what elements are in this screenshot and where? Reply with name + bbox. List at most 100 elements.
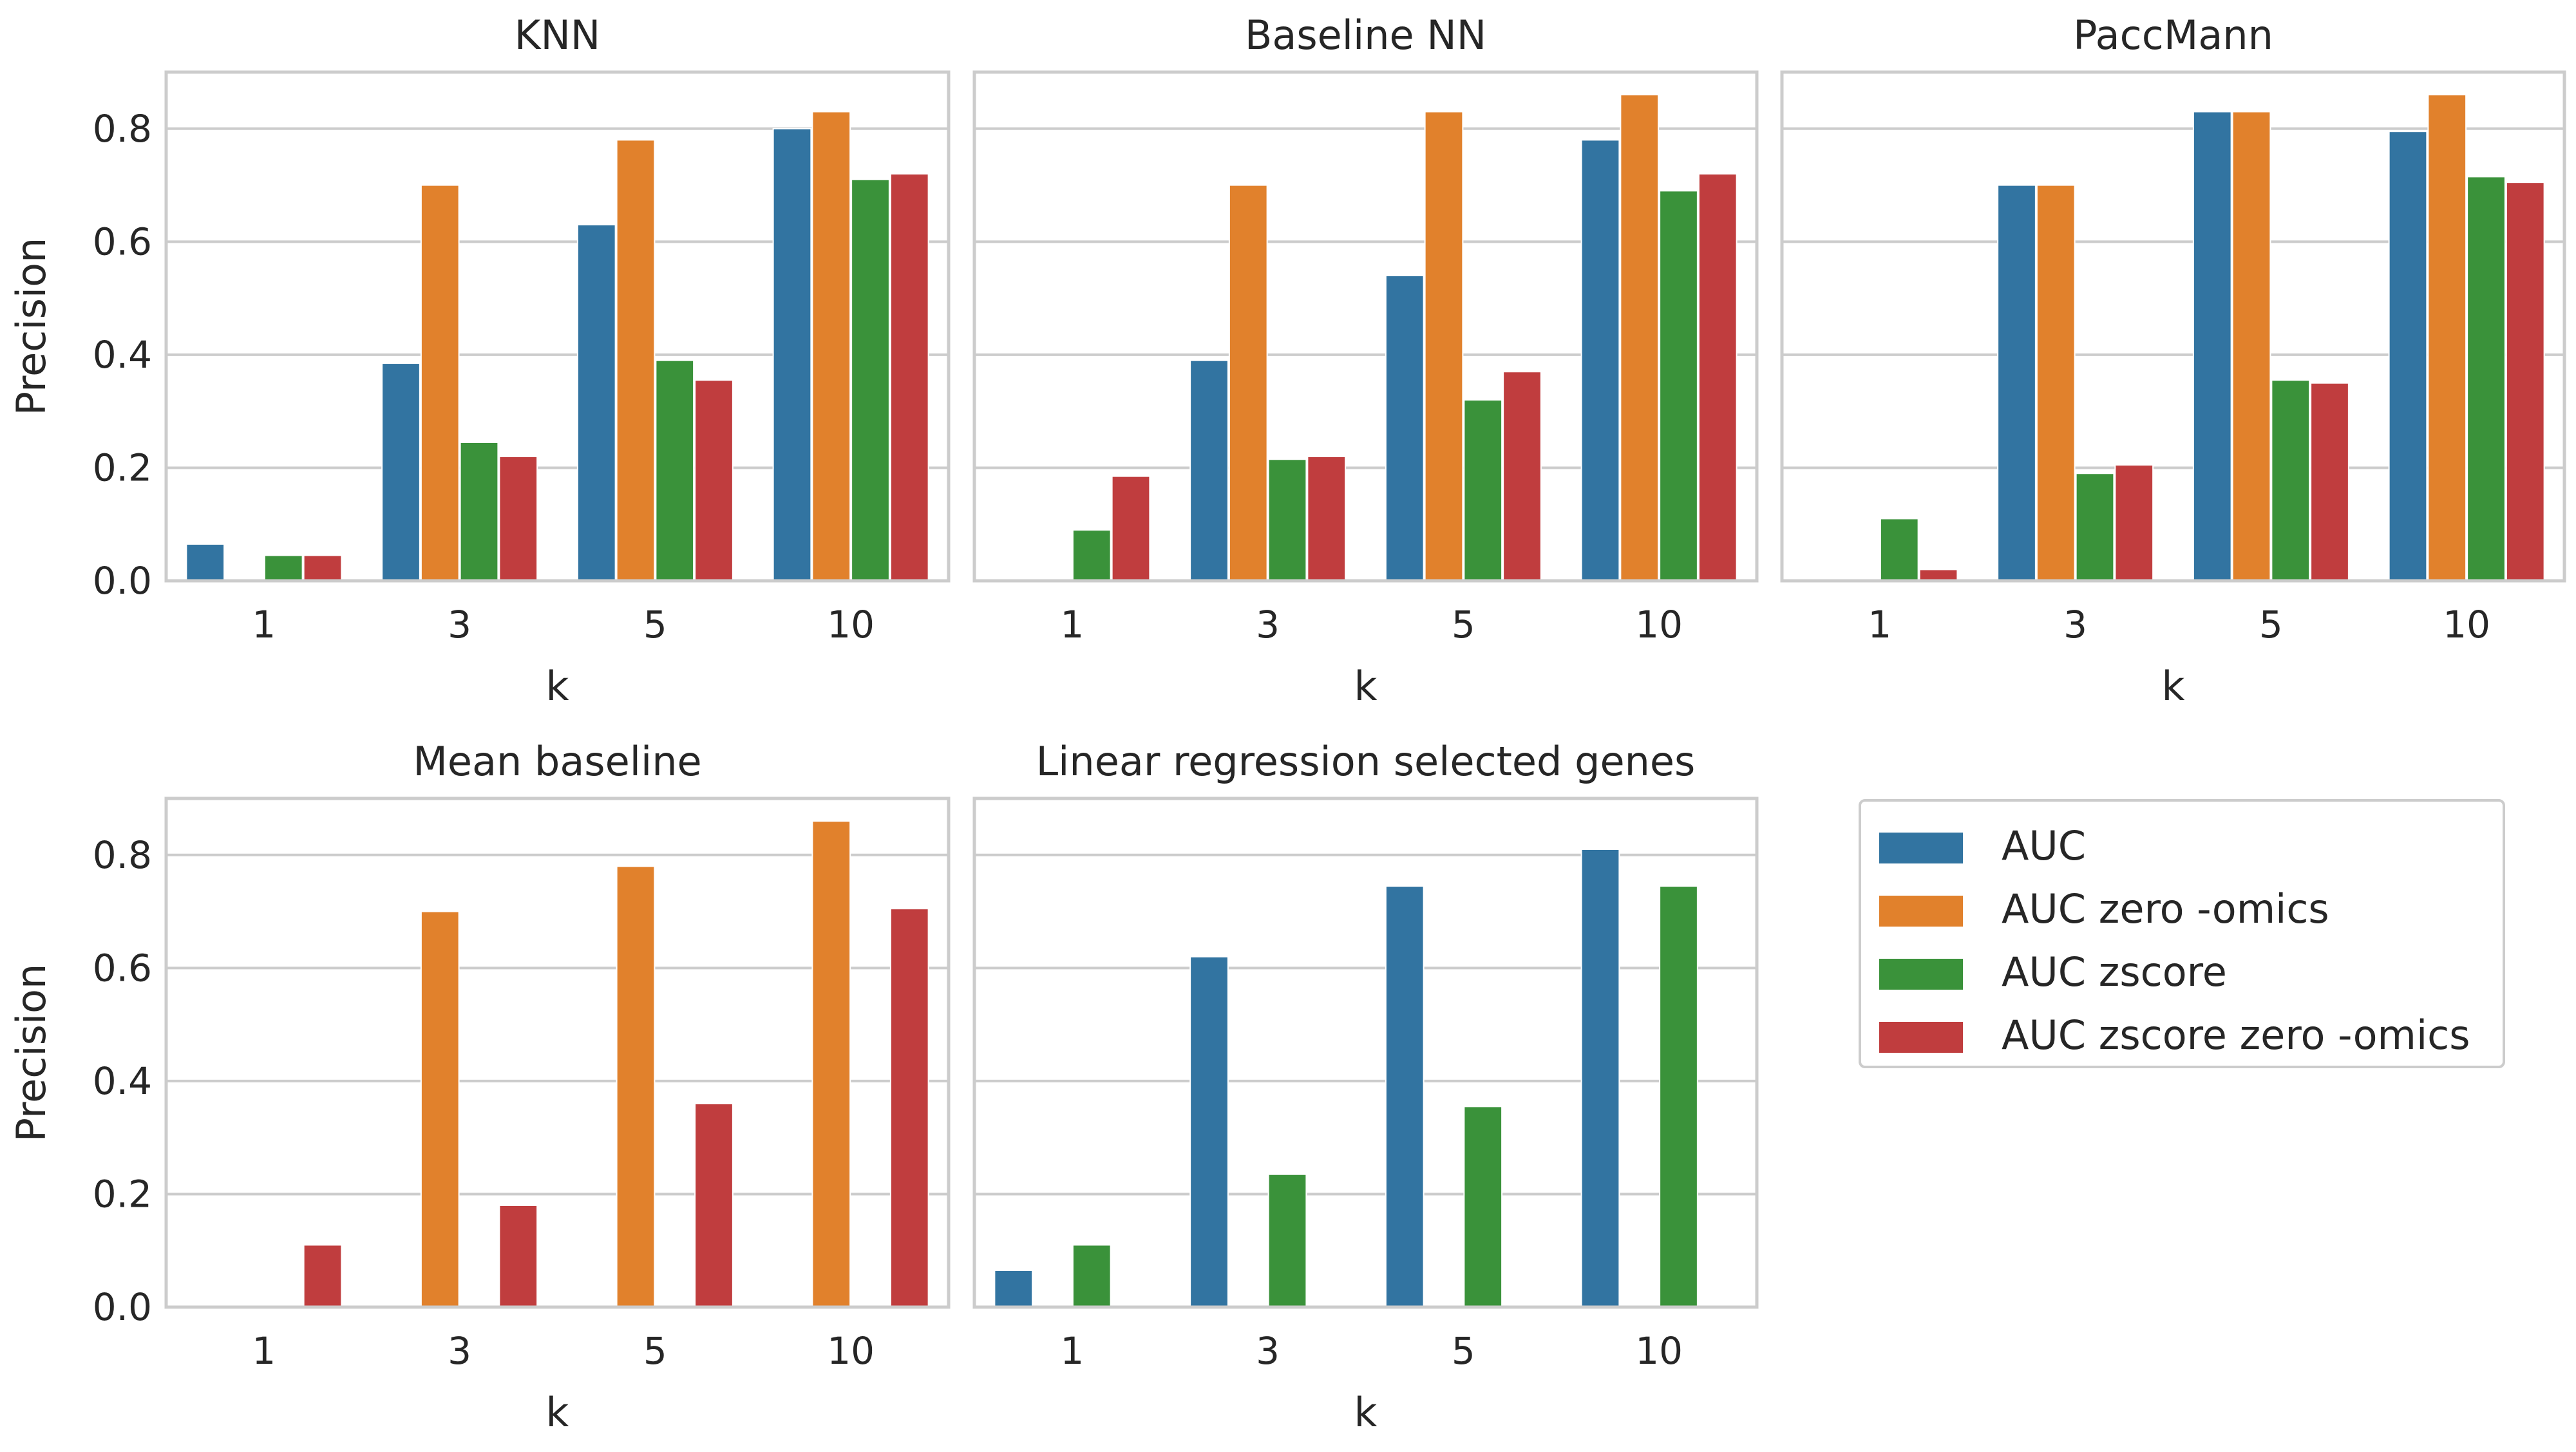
bar bbox=[2231, 111, 2271, 581]
y-axis-label: Precision bbox=[8, 964, 55, 1142]
bar bbox=[889, 173, 929, 581]
y-tick-label: 0.4 bbox=[93, 1059, 152, 1103]
bar bbox=[459, 441, 499, 582]
x-axis-label: k bbox=[546, 1389, 569, 1436]
bar bbox=[1072, 1244, 1112, 1308]
x-tick-label: 10 bbox=[827, 1329, 875, 1373]
bar bbox=[2388, 131, 2428, 581]
legend-swatch bbox=[1879, 896, 1963, 927]
bar bbox=[185, 543, 225, 582]
x-tick-label: 1 bbox=[1868, 603, 1891, 646]
y-tick-label: 0.4 bbox=[93, 333, 152, 377]
bar bbox=[1385, 275, 1425, 581]
x-tick-label: 5 bbox=[2259, 603, 2283, 646]
legend-swatch bbox=[1879, 833, 1963, 863]
x-tick-label: 1 bbox=[1060, 603, 1084, 646]
bar bbox=[1580, 849, 1620, 1308]
bar bbox=[616, 139, 656, 582]
panel-0: 1 3 5 10 0.0 0.2 0.4 0.6 0.8 KNN k Precision bbox=[8, 12, 951, 710]
legend-swatch bbox=[1879, 959, 1963, 990]
y-tick-label: 0.6 bbox=[93, 220, 152, 263]
panel-title: Linear regression selected genes bbox=[1036, 738, 1696, 785]
bar bbox=[1879, 518, 1919, 582]
bar bbox=[1997, 184, 2036, 581]
x-axis-label: k bbox=[2162, 663, 2185, 710]
bar bbox=[2075, 473, 2115, 581]
chart-panels: 1 3 5 10 0.0 0.2 0.4 0.6 0.8 KNN k Precision 1 3 5 10 Ba… bbox=[8, 12, 2566, 1436]
x-axis-label: k bbox=[1354, 1389, 1378, 1436]
bar bbox=[1659, 190, 1698, 582]
panel-1: 1 3 5 10 Baseline NN k bbox=[972, 12, 1759, 710]
y-tick-label: 0.2 bbox=[93, 446, 152, 489]
x-tick-label: 5 bbox=[643, 1329, 667, 1373]
x-tick-label: 10 bbox=[1635, 1329, 1683, 1373]
bar bbox=[420, 184, 460, 581]
bar bbox=[303, 1244, 343, 1308]
bar bbox=[1189, 359, 1229, 582]
bar bbox=[2192, 111, 2232, 581]
x-axis-label: k bbox=[1354, 663, 1378, 710]
legend-label: AUC bbox=[2002, 822, 2086, 869]
bar bbox=[694, 1103, 734, 1308]
bar bbox=[889, 908, 929, 1308]
bar bbox=[576, 224, 616, 581]
legend-items: AUC AUC zero -omics AUC zscore AUC zscore z… bbox=[1879, 822, 2470, 1059]
y-tick-label: 0.6 bbox=[93, 946, 152, 990]
panel-2: 1 3 5 10 PaccMann k bbox=[1780, 12, 2566, 710]
x-tick-label: 3 bbox=[448, 603, 471, 646]
bar bbox=[303, 554, 343, 581]
panel-title: PaccMann bbox=[2073, 12, 2273, 59]
x-tick-label: 3 bbox=[1256, 603, 1280, 646]
bar bbox=[1385, 885, 1425, 1308]
bar bbox=[1463, 1106, 1503, 1308]
bar bbox=[2467, 176, 2506, 581]
x-tick-label: 3 bbox=[2063, 603, 2087, 646]
x-tick-label: 1 bbox=[252, 1329, 276, 1373]
chart-legend: AUC AUC zero -omics AUC zscore AUC zscore z… bbox=[1859, 799, 2505, 1068]
bar bbox=[655, 359, 695, 582]
bar bbox=[811, 820, 851, 1308]
legend-frame bbox=[1859, 799, 2505, 1068]
bar bbox=[851, 178, 890, 581]
bar bbox=[420, 910, 460, 1308]
bar bbox=[1698, 173, 1738, 581]
bar bbox=[772, 127, 812, 581]
y-tick-label: 0.0 bbox=[93, 559, 152, 603]
y-tick-label: 0.8 bbox=[93, 107, 152, 151]
bar bbox=[994, 1269, 1034, 1308]
bar bbox=[1111, 475, 1151, 581]
bar bbox=[2036, 184, 2076, 581]
panel-title: Baseline NN bbox=[1245, 12, 1486, 59]
panel-4: 1 3 5 10 Linear regression selected genes k bbox=[972, 738, 1759, 1436]
x-tick-label: 5 bbox=[1452, 1329, 1475, 1373]
bar bbox=[1502, 371, 1542, 581]
x-tick-label: 10 bbox=[827, 603, 875, 646]
bar bbox=[1580, 139, 1620, 582]
panel-frame bbox=[972, 797, 1759, 1309]
bar bbox=[381, 363, 421, 581]
x-tick-label: 3 bbox=[448, 1329, 471, 1373]
bar bbox=[1463, 399, 1503, 581]
x-tick-label: 1 bbox=[252, 603, 276, 646]
x-axis-label: k bbox=[546, 663, 569, 710]
bar bbox=[2427, 94, 2467, 582]
panel-title: Mean baseline bbox=[413, 738, 701, 785]
bar bbox=[1267, 1173, 1307, 1308]
x-tick-label: 10 bbox=[1635, 603, 1683, 646]
x-tick-label: 5 bbox=[643, 603, 667, 646]
x-tick-label: 3 bbox=[1256, 1329, 1280, 1373]
bar bbox=[1228, 184, 1268, 581]
bar bbox=[1424, 111, 1464, 581]
y-tick-label: 0.2 bbox=[93, 1172, 152, 1216]
bar bbox=[1072, 529, 1112, 581]
y-tick-label: 0.8 bbox=[93, 833, 152, 877]
x-tick-label: 1 bbox=[1060, 1329, 1084, 1373]
bar bbox=[2271, 379, 2311, 582]
panel-3: 1 3 5 10 0.0 0.2 0.4 0.6 0.8 Mean baseline k Precis… bbox=[8, 738, 951, 1436]
bar bbox=[1659, 885, 1698, 1308]
bar bbox=[263, 554, 303, 581]
legend-label: AUC zscore bbox=[2002, 948, 2227, 995]
y-axis-label: Precision bbox=[8, 238, 55, 416]
